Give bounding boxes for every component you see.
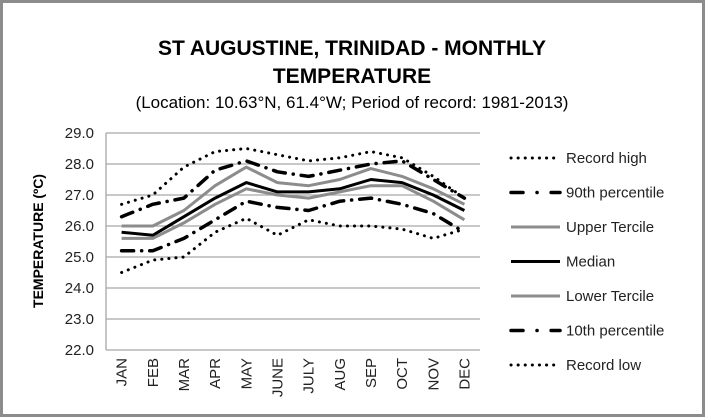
series-lines — [119, 147, 467, 274]
series-median — [121, 178, 466, 237]
x-tick-label: AUG — [332, 358, 349, 391]
legend-item: Record high — [509, 150, 647, 167]
chart-subtitle: (Location: 10.63°N, 61.4°W; Period of re… — [136, 93, 569, 112]
chart-title-line1: ST AUGUSTINE, TRINIDAD - MONTHLY — [158, 37, 546, 60]
x-tick-label: NOV — [425, 358, 442, 391]
series-90th-percentile — [119, 159, 467, 219]
x-tick-label: SEP — [363, 358, 380, 388]
legend-label: Lower Tercile — [566, 288, 654, 305]
legend-label: 90th percentile — [566, 185, 664, 202]
y-tick-label: 26.0 — [65, 218, 94, 235]
x-tick-label: JAN — [114, 358, 131, 386]
legend-label: Median — [566, 254, 615, 271]
x-tick-label: MAR — [176, 358, 193, 392]
y-tick-label: 29.0 — [65, 125, 94, 142]
gridlines — [105, 132, 480, 351]
y-tick-label: 25.0 — [65, 249, 94, 266]
chart-title-line2: TEMPERATURE — [273, 65, 431, 88]
series-10th-percentile — [119, 196, 467, 253]
legend-label: 10th percentile — [566, 323, 664, 340]
y-tick-label: 24.0 — [65, 280, 94, 297]
legend-item: Upper Tercile — [511, 219, 654, 236]
y-tick-label: 28.0 — [65, 156, 94, 173]
x-tick-label: MAY — [238, 358, 255, 389]
legend-label: Record high — [566, 150, 647, 167]
legend-item: Median — [511, 254, 615, 271]
legend-item: Lower Tercile — [511, 288, 654, 305]
y-axis-ticks: 22.0 23.0 24.0 25.0 26.0 27.0 28.0 29.0 — [65, 125, 94, 359]
x-tick-label: DEC — [456, 358, 473, 390]
series-lower-tercile — [121, 184, 466, 240]
legend-item: 10th percentile — [509, 323, 664, 340]
x-tick-label: JULY — [301, 358, 318, 394]
legend-label: Record low — [566, 357, 641, 374]
series-record-low — [120, 216, 466, 274]
x-axis-ticks: JAN FEB MAR APR MAY JUNE JULY AUG SEP OCT NOV DEC — [114, 358, 474, 397]
x-tick-label: FEB — [145, 358, 162, 387]
y-tick-label: 22.0 — [65, 342, 94, 359]
legend-label: Upper Tercile — [566, 219, 654, 236]
y-axis-label: TEMPERATURE (ºC) — [30, 174, 46, 308]
legend-item: 90th percentile — [509, 185, 664, 202]
y-tick-label: 27.0 — [65, 187, 94, 204]
y-tick-label: 23.0 — [65, 311, 94, 328]
x-tick-label: OCT — [394, 358, 411, 390]
x-tick-label: JUNE — [269, 358, 286, 397]
series-record-high — [120, 147, 466, 206]
series-upper-tercile — [121, 165, 466, 228]
legend: Record high 90th percentile Upper Tercile M… — [509, 150, 664, 374]
legend-item: Record low — [509, 357, 641, 374]
x-tick-label: APR — [207, 358, 224, 389]
